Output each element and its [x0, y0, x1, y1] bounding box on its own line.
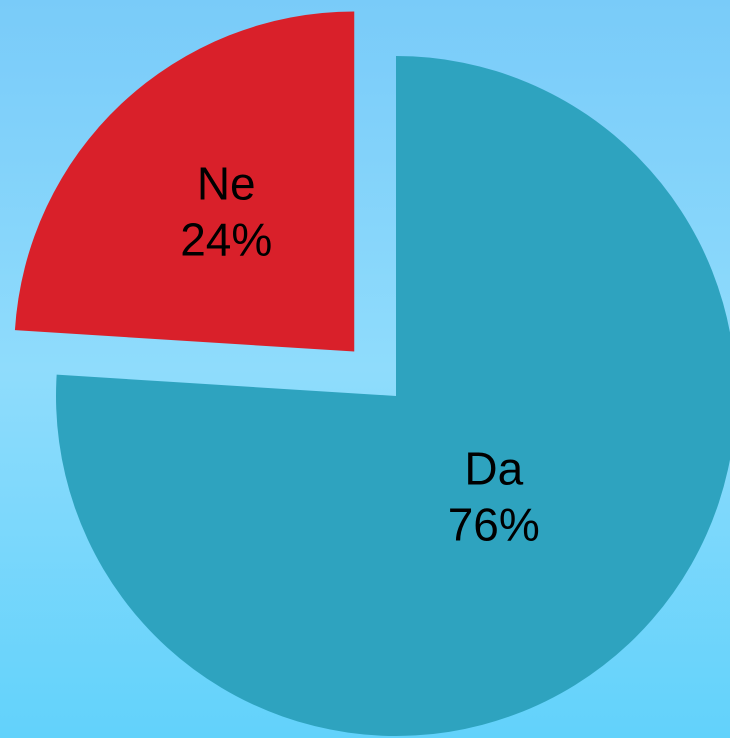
- slice-value-label: 24%: [180, 213, 272, 265]
- slice-label: Da: [464, 442, 523, 494]
- pie-slice: [56, 56, 730, 736]
- slice-label: Ne: [197, 157, 256, 209]
- pie-slice: [14, 11, 355, 352]
- slice-value-label: 76%: [448, 498, 540, 550]
